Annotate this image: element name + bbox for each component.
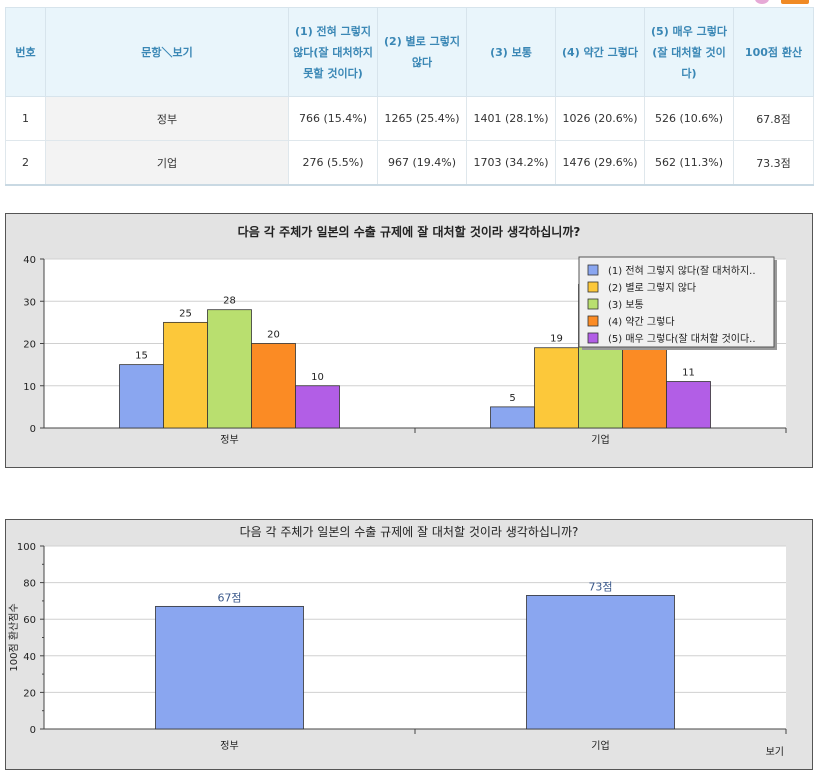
chart-title: 다음 각 주체가 일본의 수출 규제에 잘 대처할 것이라 생각하십니까? (240, 525, 579, 539)
header-option-1: (1) 전혀 그렇지 않다(잘 대처하지 못할 것이다) (288, 7, 378, 97)
row-no: 2 (5, 140, 46, 186)
x-tick-label: 정부 (220, 434, 238, 446)
bar (490, 406, 535, 429)
bar (526, 595, 675, 730)
x-tick-label: 기업 (591, 433, 609, 446)
y-tick-label: 30 (23, 297, 36, 308)
bar (155, 605, 304, 730)
bar-value-label: 25 (179, 308, 192, 319)
legend-swatch (587, 298, 599, 310)
y-tick-label: 0 (30, 424, 36, 435)
row-item: 정부 (45, 96, 289, 141)
cell-score: 73.3점 (733, 140, 814, 186)
legend-label: (3) 보통 (608, 299, 644, 311)
survey-table: 번호 문항＼보기 (1) 전혀 그렇지 않다(잘 대처하지 못할 것이다) (2… (5, 7, 814, 186)
bar (163, 321, 208, 429)
bar (207, 309, 252, 429)
header-option-5: (5) 매우 그렇다(잘 대처할 것이다) (644, 7, 734, 97)
table-header-row: 번호 문항＼보기 (1) 전혀 그렇지 않다(잘 대처하지 못할 것이다) (2… (5, 7, 814, 97)
chart-title: 다음 각 주체가 일본의 수출 규제에 잘 대처할 것이라 생각하십니까? (238, 224, 581, 239)
legend-swatch (587, 332, 599, 344)
row-no: 1 (5, 96, 46, 141)
cell-option-1: 276 (5.5%) (288, 140, 378, 186)
bar (295, 385, 340, 429)
table-row: 1 정부 766 (15.4%) 1265 (25.4%) 1401 (28.1… (5, 96, 814, 141)
y-tick-label: 60 (23, 615, 36, 626)
bar (534, 347, 579, 429)
header-score: 100점 환산 (733, 7, 814, 97)
bar-value-label: 15 (135, 351, 148, 362)
x-tick-label: 정부 (220, 740, 238, 752)
y-tick-label: 0 (30, 725, 36, 736)
bar-value-label: 10 (311, 372, 324, 383)
orange-button[interactable] (781, 0, 809, 4)
cell-option-3: 1703 (34.2%) (466, 140, 556, 186)
bar-value-label: 11 (682, 368, 695, 379)
cell-option-2: 1265 (25.4%) (377, 96, 467, 141)
response-distribution-chart: 다음 각 주체가 일본의 수출 규제에 잘 대처할 것이라 생각하십니까? 0 10… (23, 224, 787, 446)
y-tick-label: 20 (23, 340, 36, 351)
cell-score: 67.8점 (733, 96, 814, 141)
cell-option-5: 562 (11.3%) (644, 140, 734, 186)
y-tick-label: 40 (23, 255, 36, 266)
legend-label: (1) 전혀 그렇지 않다(잘 대처하지.. (608, 264, 756, 277)
legend-label: (2) 별로 그렇지 않다 (608, 281, 696, 294)
legend-swatch (587, 281, 599, 293)
cell-option-4: 1026 (20.6%) (555, 96, 645, 141)
header-option-2: (2) 별로 그렇지 않다 (377, 7, 467, 97)
legend-swatch (587, 264, 599, 276)
cell-option-5: 526 (10.6%) (644, 96, 734, 141)
legend-box (578, 256, 775, 348)
legend-label: (4) 약간 그렇다 (608, 315, 675, 328)
bar-value-label: 28 (223, 296, 236, 307)
y-tick-label: 80 (23, 579, 36, 590)
response-chart-panel: 다음 각 주체가 일본의 수출 규제에 잘 대처할 것이라 생각하십니까? 0 10… (5, 213, 813, 468)
header-option-4: (4) 약간 그렇다 (555, 7, 645, 97)
row-item: 기업 (45, 140, 289, 186)
score-chart-panel: 다음 각 주체가 일본의 수출 규제에 잘 대처할 것이라 생각하십니까? 0 20… (5, 519, 813, 770)
y-tick-label: 100 (17, 542, 36, 553)
cell-option-2: 967 (19.4%) (377, 140, 467, 186)
y-tick-label: 20 (23, 688, 36, 699)
bar-value-label: 67점 (217, 591, 241, 604)
header-option-3: (3) 보통 (466, 7, 556, 97)
y-tick-label: 40 (23, 652, 36, 663)
bar (666, 381, 711, 429)
bar (119, 364, 164, 429)
table-row: 2 기업 276 (5.5%) 967 (19.4%) 1703 (34.2%)… (5, 140, 814, 186)
legend-label: (5) 매우 그렇다(잘 대처할 것이다.. (608, 332, 756, 345)
bar-value-label: 73점 (588, 580, 612, 593)
y-tick-label: 10 (23, 382, 36, 393)
score-chart: 다음 각 주체가 일본의 수출 규제에 잘 대처할 것이라 생각하십니까? 0 20… (8, 525, 787, 758)
legend-swatch (587, 315, 599, 327)
cell-option-4: 1476 (29.6%) (555, 140, 645, 186)
bar-value-label: 20 (267, 330, 280, 341)
pink-icon (755, 0, 769, 4)
cell-option-1: 766 (15.4%) (288, 96, 378, 141)
x-tick-label: 기업 (591, 739, 609, 752)
top-decoration (669, 0, 809, 6)
cell-option-3: 1401 (28.1%) (466, 96, 556, 141)
header-item: 문항＼보기 (45, 7, 289, 97)
header-no: 번호 (5, 7, 46, 97)
y-axis-label: 100점 환산점수 (8, 603, 20, 671)
bar-value-label: 19 (550, 334, 563, 345)
x-axis-label: 보기 (766, 746, 784, 758)
bar (251, 343, 296, 429)
bar-value-label: 5 (509, 393, 515, 404)
